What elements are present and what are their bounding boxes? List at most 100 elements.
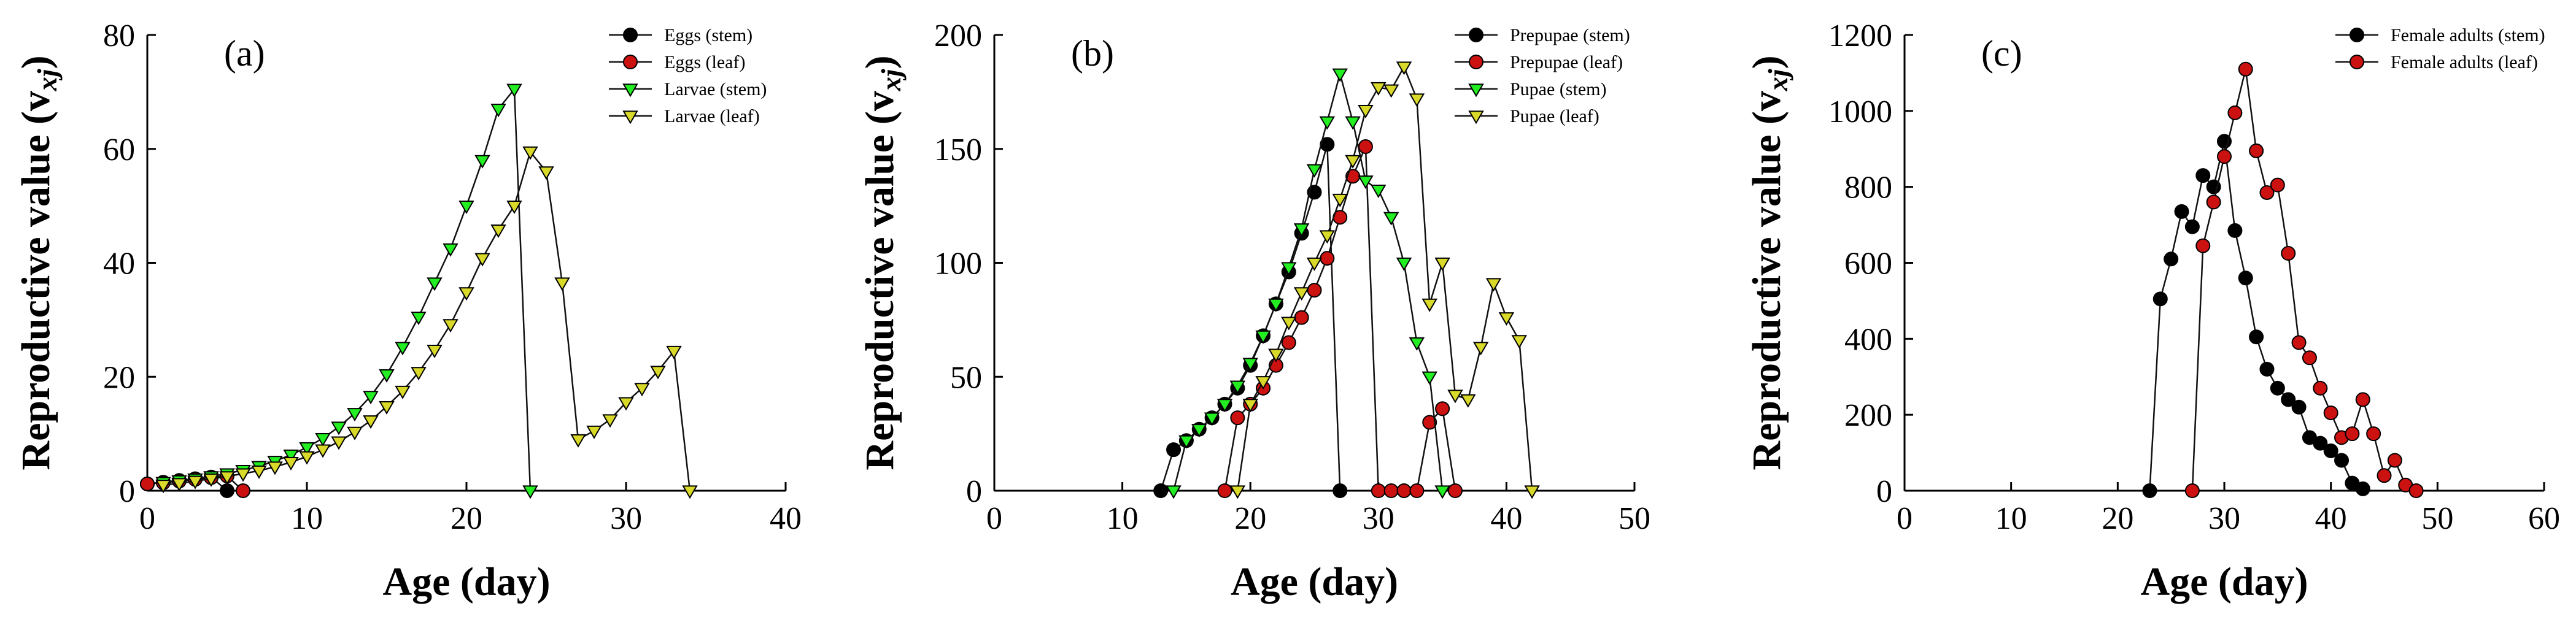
x-tick-label: 40 xyxy=(2315,501,2347,536)
series-female-adults-stem xyxy=(2142,134,2370,498)
legend-label: Larvae (stem) xyxy=(664,79,767,99)
data-point xyxy=(474,155,490,169)
data-point xyxy=(1230,410,1245,426)
y-axis-title-close: ) xyxy=(14,55,58,69)
legend-marker xyxy=(1469,55,1483,69)
data-point xyxy=(140,476,155,491)
data-point xyxy=(1229,380,1246,394)
y-axis-title: Reproductive value (vxj) xyxy=(1744,55,1793,470)
x-tick-label: 20 xyxy=(1234,501,1266,536)
data-point xyxy=(490,225,506,239)
legend-marker xyxy=(1468,110,1484,125)
data-point xyxy=(1306,164,1323,178)
data-point xyxy=(458,201,474,215)
y-tick-label: 1000 xyxy=(1828,94,1892,129)
data-point xyxy=(347,426,363,440)
legend-label: Pupae (leaf) xyxy=(1510,106,1599,126)
data-point xyxy=(1434,485,1450,499)
data-point xyxy=(538,166,554,180)
y-tick-label: 20 xyxy=(103,360,135,395)
data-point xyxy=(331,421,347,436)
data-point xyxy=(1268,298,1284,312)
x-axis-title: Age (day) xyxy=(1231,559,1398,604)
series-line xyxy=(2191,69,2417,492)
data-point xyxy=(2313,380,2328,396)
data-point xyxy=(2281,392,2296,407)
data-point xyxy=(474,253,490,267)
data-point xyxy=(411,312,427,326)
data-point xyxy=(2323,443,2338,458)
data-point xyxy=(1166,485,1182,499)
y-axis-title-close: ) xyxy=(857,55,902,69)
y-tick-label: 40 xyxy=(103,247,135,282)
data-point xyxy=(1217,483,1232,498)
data-point xyxy=(315,432,331,447)
y-axis-title-main: Reproductive value (v xyxy=(14,91,58,470)
data-point xyxy=(458,287,474,301)
data-point xyxy=(1434,257,1450,271)
data-point xyxy=(236,483,250,498)
data-point xyxy=(1371,185,1387,198)
legend-marker xyxy=(623,55,638,69)
data-point xyxy=(1307,185,1322,200)
data-point xyxy=(2174,204,2189,219)
legend-label: Female adults (stem) xyxy=(2391,25,2545,45)
data-point xyxy=(666,345,682,359)
data-point xyxy=(1332,193,1348,207)
data-point xyxy=(1409,483,1425,498)
x-tick-label: 50 xyxy=(1619,501,1650,536)
data-point xyxy=(554,277,570,291)
legend-marker xyxy=(2350,55,2364,69)
data-point xyxy=(1242,399,1258,413)
data-point xyxy=(379,369,395,383)
data-point xyxy=(1204,412,1220,426)
data-point xyxy=(522,485,538,499)
y-tick-label: 50 xyxy=(950,360,982,395)
data-point xyxy=(427,277,443,291)
series-pupae-leaf xyxy=(1229,61,1540,499)
data-point xyxy=(2249,143,2264,158)
legend-marker xyxy=(1468,83,1484,98)
data-point xyxy=(2195,238,2211,253)
data-point xyxy=(2259,185,2275,200)
series-pupae-stem xyxy=(1166,68,1450,499)
data-point xyxy=(2152,291,2168,307)
legend-label: Pupae (stem) xyxy=(1510,79,1606,99)
data-point xyxy=(363,415,379,429)
y-axis-title-sub: xj xyxy=(1762,69,1793,91)
data-point xyxy=(1396,61,1412,75)
y-tick-label: 200 xyxy=(1844,398,1892,433)
data-point xyxy=(203,473,219,487)
data-point xyxy=(411,367,427,381)
y-tick-label: 0 xyxy=(1876,474,1892,509)
panel-c: 0 200 400 600 800 1000 1200 0 10 20 30 40 50 60 Age (d… xyxy=(1744,18,2560,604)
data-point xyxy=(347,408,363,422)
data-point xyxy=(1153,483,1169,498)
data-point xyxy=(379,401,395,415)
y-tick-label: 200 xyxy=(934,18,982,53)
data-point xyxy=(395,342,411,356)
series-prepupae-stem xyxy=(1153,137,1348,498)
y-tick-label: 80 xyxy=(103,18,135,53)
data-point xyxy=(1281,262,1297,276)
y-tick-label: 800 xyxy=(1844,171,1892,205)
series-line xyxy=(2149,141,2364,491)
data-point xyxy=(220,483,234,498)
data-point xyxy=(2164,251,2179,267)
panel-label: (c) xyxy=(1981,33,2022,74)
series-line xyxy=(1237,65,1533,491)
panel-b: 0 50 100 150 200 0 10 20 30 40 50 Age (day) Reproduc… xyxy=(857,18,1650,604)
data-point xyxy=(1255,376,1271,390)
x-axis-title: Age (day) xyxy=(382,559,550,604)
data-point xyxy=(1281,335,1296,350)
y-axis-title-sub: xj xyxy=(875,69,907,91)
data-point xyxy=(2217,149,2232,164)
data-point xyxy=(570,434,586,448)
data-point xyxy=(2227,105,2243,120)
data-point xyxy=(1191,424,1207,438)
data-point xyxy=(2281,246,2296,261)
legend-label: Eggs (stem) xyxy=(664,25,752,45)
data-point xyxy=(1422,415,1437,430)
data-point xyxy=(1332,483,1348,498)
data-point xyxy=(1345,155,1361,169)
